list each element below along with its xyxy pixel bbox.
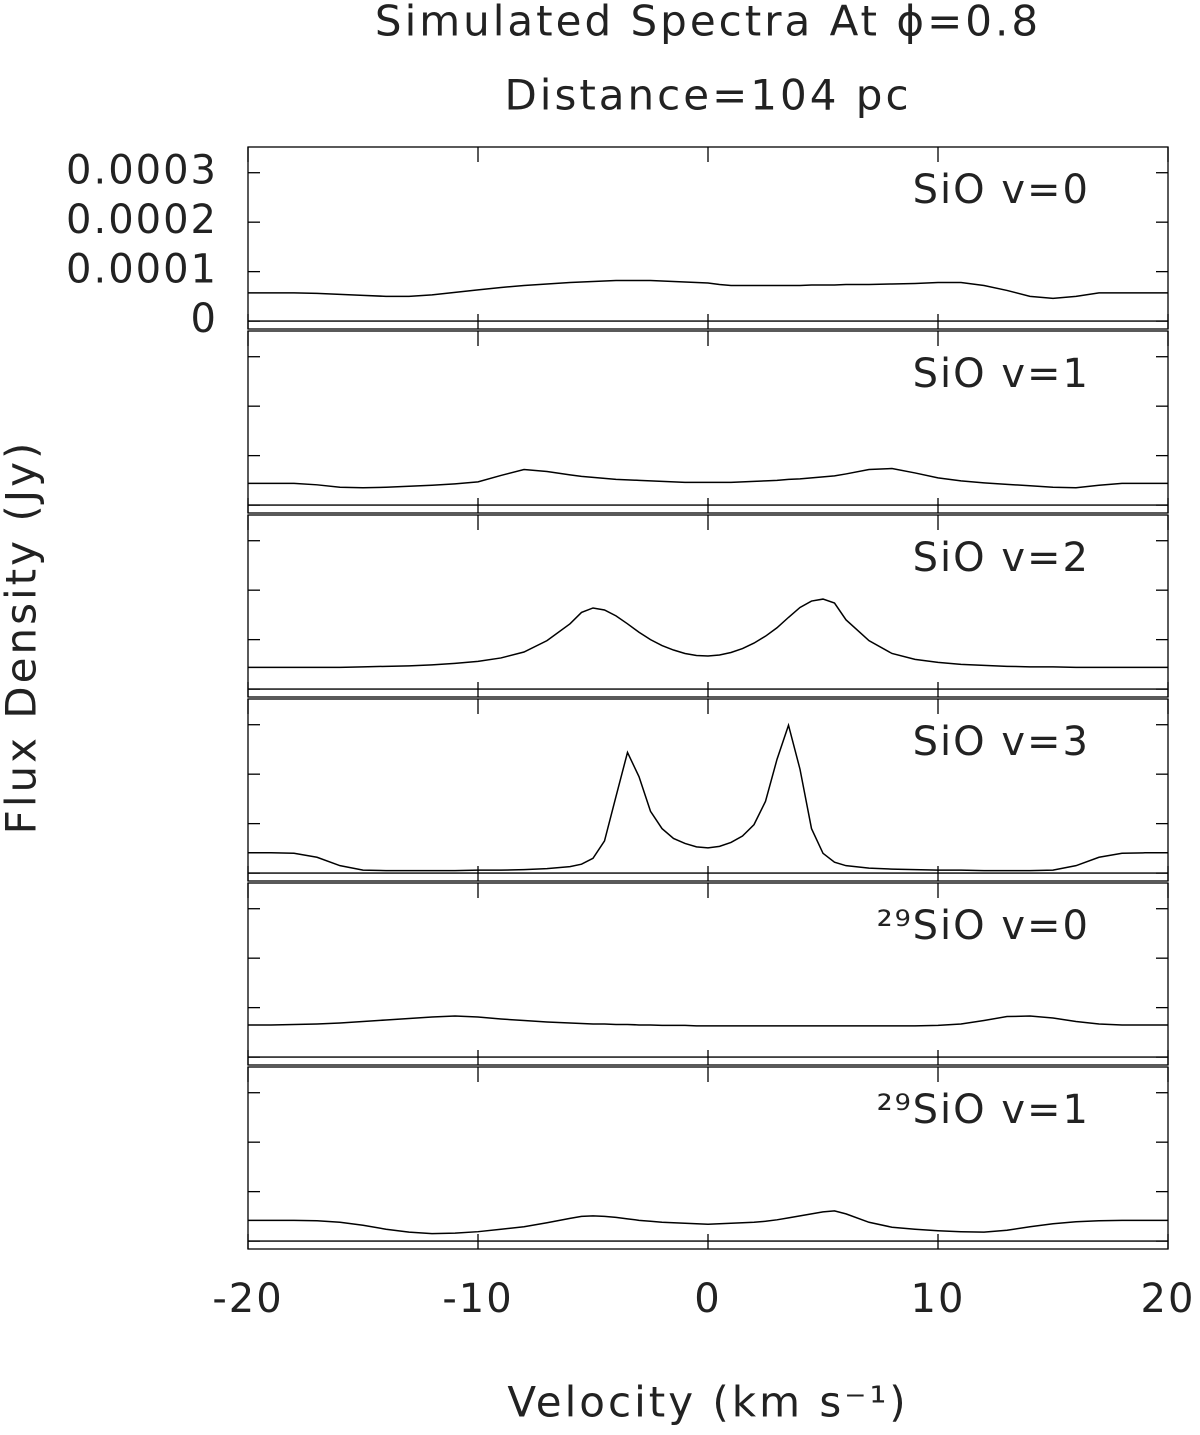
series-label: SiO v=3	[913, 719, 1090, 765]
y-tick-label: 0.0001	[66, 247, 218, 293]
y-tick-label: 0.0003	[66, 148, 218, 194]
x-tick-label: -20	[212, 1276, 283, 1322]
series-label: SiO v=2	[913, 535, 1090, 581]
chart-title: Simulated Spectra At ϕ=0.8	[375, 0, 1041, 46]
spectrum-line	[248, 722, 1168, 872]
series-label: SiO v=0	[913, 167, 1090, 213]
series-label: SiO v=1	[913, 351, 1090, 397]
spectrum-line	[248, 467, 1168, 489]
y-tick-label: 0	[191, 296, 218, 342]
x-tick-label: -10	[442, 1276, 513, 1322]
x-tick-label: 0	[694, 1276, 721, 1322]
x-axis-label: Velocity (km s⁻¹)	[507, 1378, 908, 1427]
series-label: ²⁹SiO v=1	[877, 1087, 1090, 1133]
x-tick-label: 20	[1141, 1276, 1196, 1322]
spectrum-line	[248, 1015, 1168, 1027]
y-axis-label: Flux Density (Jy)	[0, 440, 46, 835]
x-tick-label: 10	[911, 1276, 966, 1322]
spectrum-line	[248, 1210, 1168, 1235]
chart-subtitle: Distance=104 pc	[504, 71, 911, 120]
series-label: ²⁹SiO v=0	[877, 903, 1090, 949]
y-tick-label: 0.0002	[66, 197, 218, 243]
spectrum-line	[248, 279, 1168, 300]
spectrum-line	[248, 598, 1168, 669]
